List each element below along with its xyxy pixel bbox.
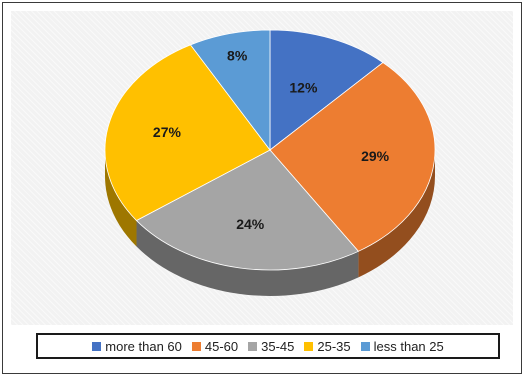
- pie-slices: [104, 29, 436, 271]
- pie-slice: [269, 62, 436, 252]
- legend-swatch: [248, 341, 258, 351]
- legend-label: 25-35: [317, 338, 351, 354]
- legend-label: 35-45: [261, 338, 295, 354]
- data-label: 8%: [227, 48, 248, 64]
- legend-label: less than 25: [373, 338, 444, 354]
- pie-slice-side: [136, 220, 359, 296]
- pie-slice: [135, 149, 360, 271]
- legend-item: 45-60: [191, 338, 239, 354]
- legend-item: 25-35: [304, 338, 351, 354]
- pie-slice: [189, 29, 271, 152]
- legend: more than 60 45-60 35-45 25-35 less than 25: [36, 333, 500, 359]
- legend-label: more than 60: [105, 338, 182, 354]
- data-label: 27%: [153, 124, 182, 140]
- legend-item: 35-45: [248, 339, 294, 354]
- legend-swatch: [191, 341, 201, 351]
- pie-slice-side: [358, 150, 435, 278]
- pie-side-walls: [105, 150, 435, 296]
- pie-slice: [104, 44, 271, 222]
- data-label: 12%: [289, 79, 318, 95]
- legend-swatch: [304, 341, 314, 351]
- data-label: 24%: [236, 216, 265, 232]
- data-labels: 12% 29% 24% 27% 8%: [153, 48, 390, 232]
- pie-slice-side: [105, 150, 137, 247]
- legend-swatch: [360, 341, 370, 351]
- legend-item: less than 25: [360, 338, 444, 354]
- pie-slice: [269, 29, 384, 151]
- legend-label: 45-60: [204, 338, 239, 354]
- data-label: 29%: [361, 148, 390, 164]
- legend-swatch: [92, 341, 102, 351]
- legend-item: more than 60: [92, 339, 182, 354]
